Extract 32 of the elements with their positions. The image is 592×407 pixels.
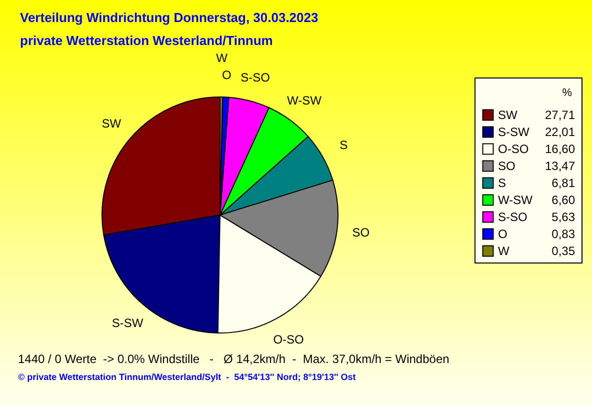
data-label: 0,35 bbox=[552, 244, 576, 258]
legend-label: S-SO bbox=[498, 210, 528, 224]
slice-label: S-SO bbox=[240, 70, 270, 84]
slice-label: S-SW bbox=[112, 316, 144, 330]
text: © private Wetterstation Tinnum/Westerland/Sylt - 54°54'13'' Nord; 8°19'13'' Ost bbox=[18, 372, 357, 382]
data-label: 6,81 bbox=[552, 176, 576, 190]
slice-label: S bbox=[340, 138, 348, 152]
legend-label: SO bbox=[498, 159, 516, 173]
legend-title: % bbox=[562, 87, 572, 99]
legend-label: O-SO bbox=[498, 142, 529, 156]
chart-subtitle: private Wetterstation Westerland/Tinnum bbox=[20, 33, 273, 48]
data-label: 0,83 bbox=[552, 227, 576, 241]
slice-label: SO bbox=[352, 225, 370, 240]
data-label: 22,01 bbox=[544, 125, 576, 139]
legend-label: W-SW bbox=[498, 193, 534, 207]
data-label: 16,60 bbox=[544, 142, 576, 156]
text: 1440 / 0 Werte -> 0.0% Windstille - Ø 14,2km/h - Max. 37,0km/h = Windböen bbox=[18, 352, 450, 366]
slice-label: W bbox=[216, 51, 228, 66]
slice-label: SW bbox=[102, 116, 122, 130]
data-label: 27,71 bbox=[544, 108, 576, 122]
slice-label: O bbox=[222, 68, 232, 82]
slice-label: O-SO bbox=[273, 332, 304, 346]
data-label: 5,63 bbox=[552, 210, 576, 224]
data-label: 13,47 bbox=[544, 159, 576, 173]
legend-label: SW bbox=[498, 108, 518, 122]
legend-label: W bbox=[498, 244, 510, 258]
data-label: 6,60 bbox=[552, 193, 576, 207]
legend-label: S-SW bbox=[498, 125, 530, 139]
legend-label: S bbox=[498, 176, 506, 190]
chart-title: Verteilung Windrichtung Donnerstag, 30.03.2023 bbox=[20, 10, 318, 26]
legend-label: O bbox=[498, 227, 508, 241]
slice-label: W-SW bbox=[287, 94, 322, 108]
